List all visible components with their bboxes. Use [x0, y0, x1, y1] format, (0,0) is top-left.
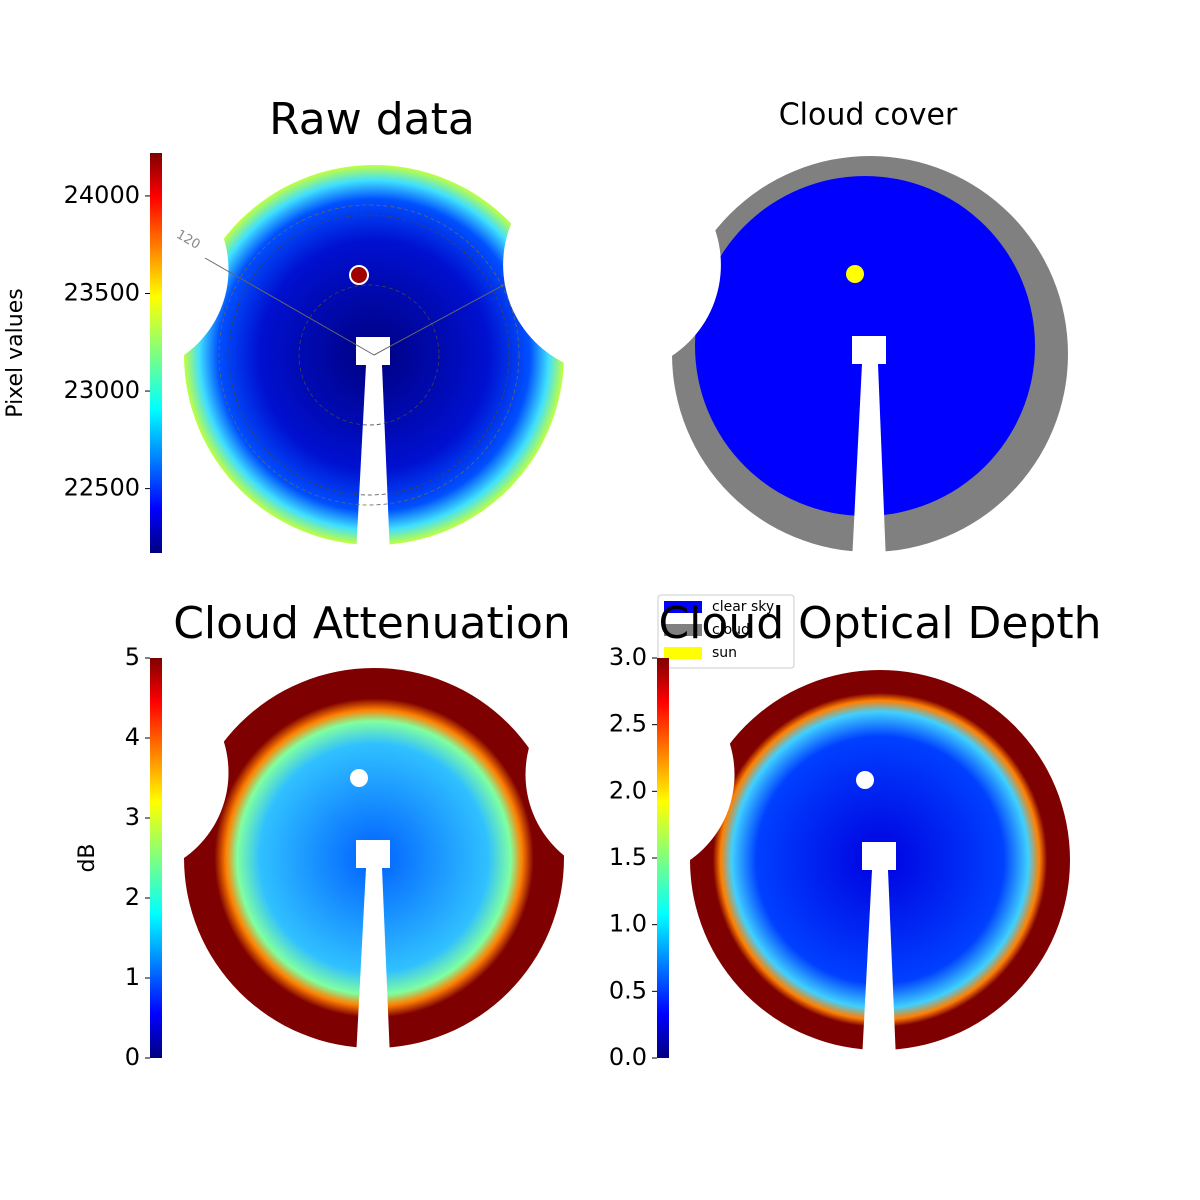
colorbar-label: dB [75, 843, 100, 872]
mast [356, 840, 390, 1058]
panel [19, 165, 573, 555]
colorbar [657, 658, 669, 1058]
panel [503, 156, 1068, 562]
colorbar-tick-label: 1.0 [609, 910, 647, 938]
colorbar-tick-label: 24000 [64, 181, 140, 209]
legend-swatch [664, 624, 702, 636]
colorbar-tick-label: 1 [125, 963, 140, 991]
legend-label: cloud [712, 622, 750, 638]
panel [525, 670, 1070, 1060]
colorbar-tick-label: 23500 [64, 278, 140, 306]
colorbar-tick-label: 3.0 [609, 643, 647, 671]
colorbar [150, 658, 162, 1058]
panel-title: Cloud Optical Depth [658, 598, 1101, 649]
colorbar [150, 153, 162, 553]
colorbar-tick-label: 0 [125, 1043, 140, 1071]
colorbar-tick-label: 2.0 [609, 776, 647, 804]
colorbar-tick-label: 0.5 [609, 976, 647, 1004]
colorbar-label: Pixel values [3, 288, 28, 417]
polar-grid [218, 204, 520, 506]
horizon-mask [503, 156, 721, 374]
panel-title: Raw data [269, 94, 475, 145]
sun [846, 265, 864, 283]
mast [862, 842, 896, 1060]
colorbar-tick-label: 4 [125, 723, 140, 751]
colorbar-tick-label: 5 [125, 643, 140, 671]
horizon-mask [525, 670, 735, 879]
legend-swatch [664, 647, 702, 659]
polar-grid [298, 284, 440, 426]
panel-title: Cloud cover [779, 98, 958, 133]
colorbar-tick-label: 2 [125, 883, 140, 911]
colorbar-tick-label: 22500 [64, 474, 140, 502]
mast [852, 336, 886, 562]
horizon-mask [19, 668, 229, 877]
legend-label: sun [712, 645, 737, 661]
colorbar-tick-label: 0.0 [609, 1043, 647, 1071]
legend-label: clear sky [712, 599, 774, 615]
polar-spoke [204, 257, 375, 356]
sun [350, 769, 368, 787]
panel-title: Cloud Attenuation [173, 598, 571, 649]
sun [349, 265, 369, 285]
panel [19, 668, 564, 1058]
colorbar-tick-label: 23000 [64, 376, 140, 404]
mast [356, 337, 390, 555]
colorbar-tick-label: 2.5 [609, 710, 647, 738]
sun [856, 771, 874, 789]
polar-grid [228, 214, 510, 496]
colorbar-tick-label: 1.5 [609, 843, 647, 871]
legend-swatch [664, 601, 702, 613]
colorbar-tick-label: 3 [125, 803, 140, 831]
horizon-mask [19, 165, 229, 374]
